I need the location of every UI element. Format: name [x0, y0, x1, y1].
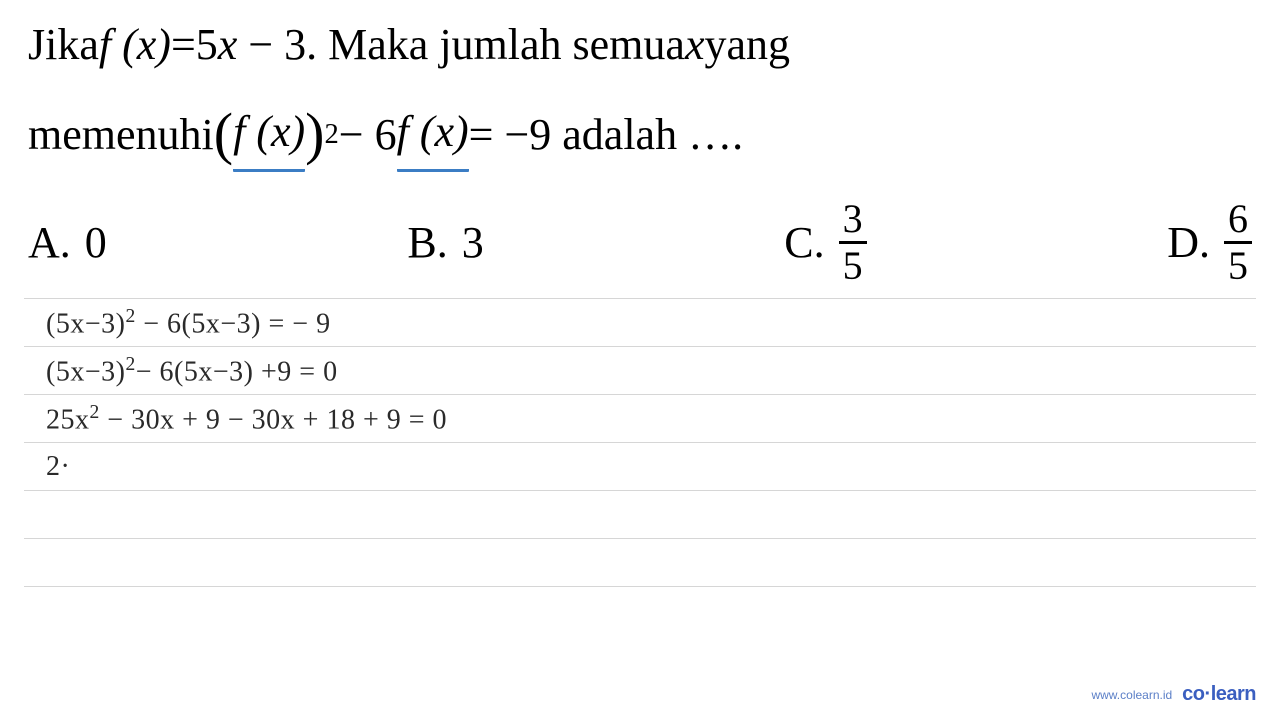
work-line-5 — [24, 490, 1256, 538]
text-jika: Jika — [28, 10, 99, 80]
question-line-2: memenuhi ( f (x) ) 2 − 6 f (x) = −9 adal… — [28, 88, 1252, 181]
options-row: A. 0 B. 3 C. 3 5 D. 6 5 — [0, 181, 1280, 286]
option-d: D. 6 5 — [1167, 199, 1252, 286]
eq-sign: = — [171, 10, 196, 80]
hand-line-1: (5x−3)2 − 6(5x−3) = − 9 — [24, 306, 331, 340]
work-line-4: 2· — [24, 442, 1256, 490]
fx-underlined-1: f (x) — [233, 97, 305, 172]
eq-neg9: = −9 adalah …. — [469, 100, 743, 170]
work-line-6 — [24, 538, 1256, 586]
option-b: B. 3 — [407, 199, 483, 286]
option-d-label: D. — [1167, 217, 1210, 268]
hand-line-4: 2· — [24, 451, 70, 483]
question-block: Jika f (x) = 5x − 3 . Maka jumlah semua … — [0, 0, 1280, 181]
var-x: x — [685, 10, 705, 80]
work-line-7 — [24, 586, 1256, 634]
option-a-value: 0 — [85, 217, 107, 268]
footer: www.colearn.id co·learn — [1091, 683, 1256, 706]
logo-post: learn — [1211, 683, 1256, 705]
fx-lhs: f (x) — [99, 10, 171, 80]
option-c: C. 3 5 — [784, 199, 866, 286]
text-maka: . Maka jumlah semua — [306, 10, 685, 80]
option-a-label: A. — [28, 217, 71, 268]
fx-rhs: 5x − 3 — [196, 10, 306, 80]
option-d-fraction: 6 5 — [1224, 199, 1252, 286]
work-area: (5x−3)2 − 6(5x−3) = − 9 (5x−3)2− 6(5x−3)… — [0, 298, 1280, 634]
logo-pre: co — [1182, 683, 1204, 705]
fx-underlined-2: f (x) — [397, 97, 469, 172]
option-c-label: C. — [784, 217, 824, 268]
work-line-1: (5x−3)2 − 6(5x−3) = − 9 — [24, 298, 1256, 346]
text-yang: yang — [704, 10, 790, 80]
option-d-numerator: 6 — [1224, 199, 1252, 241]
option-b-value: 3 — [462, 217, 484, 268]
exponent-2: 2 — [324, 112, 338, 158]
work-line-2: (5x−3)2− 6(5x−3) +9 = 0 — [24, 346, 1256, 394]
big-paren-close: ) — [305, 88, 324, 181]
option-c-numerator: 3 — [839, 199, 867, 241]
big-paren-open: ( — [214, 88, 233, 181]
option-c-fraction: 3 5 — [839, 199, 867, 286]
hand-line-2: (5x−3)2− 6(5x−3) +9 = 0 — [24, 354, 338, 388]
option-b-label: B. — [407, 217, 447, 268]
option-c-denominator: 5 — [839, 241, 867, 286]
work-line-3: 25x2 − 30x + 9 − 30x + 18 + 9 = 0 — [24, 394, 1256, 442]
hand-line-3: 25x2 − 30x + 9 − 30x + 18 + 9 = 0 — [24, 402, 447, 436]
option-d-denominator: 5 — [1224, 241, 1252, 286]
option-a: A. 0 — [28, 199, 107, 286]
footer-url: www.colearn.id — [1091, 688, 1172, 702]
footer-logo: co·learn — [1182, 683, 1256, 706]
text-memenuhi: memenuhi — [28, 100, 214, 170]
minus-6: − 6 — [339, 100, 397, 170]
question-line-1: Jika f (x) = 5x − 3 . Maka jumlah semua … — [28, 10, 1252, 80]
